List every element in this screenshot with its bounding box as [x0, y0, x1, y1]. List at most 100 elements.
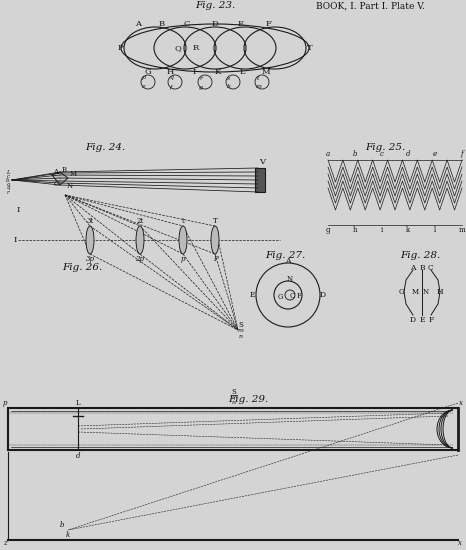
- Text: E: E: [249, 291, 255, 299]
- Text: Fig. 26.: Fig. 26.: [62, 263, 102, 272]
- Text: d: d: [76, 452, 80, 460]
- Text: B: B: [159, 20, 165, 28]
- Text: M: M: [69, 170, 76, 178]
- Text: q: q: [169, 75, 173, 80]
- Text: b: b: [60, 521, 64, 529]
- Text: h: h: [227, 85, 231, 90]
- Text: m: m: [459, 226, 466, 234]
- Ellipse shape: [136, 226, 144, 254]
- Text: L: L: [75, 399, 80, 407]
- Text: A: A: [285, 257, 291, 265]
- Polygon shape: [52, 172, 68, 185]
- Text: a: a: [326, 150, 330, 158]
- Text: Q: Q: [175, 44, 181, 52]
- Text: R: R: [193, 44, 199, 52]
- Text: Fig. 29.: Fig. 29.: [228, 395, 268, 404]
- Text: f: f: [170, 85, 172, 90]
- Text: t: t: [257, 75, 259, 80]
- Text: 3t: 3t: [86, 217, 94, 225]
- Text: B: B: [62, 166, 67, 174]
- Text: H: H: [437, 288, 443, 296]
- Text: q: q: [6, 185, 10, 190]
- Text: c: c: [7, 173, 10, 179]
- Text: C: C: [54, 180, 59, 188]
- Text: b: b: [353, 150, 357, 158]
- Text: G: G: [144, 68, 151, 76]
- Text: G: G: [399, 288, 405, 296]
- Text: N: N: [287, 275, 293, 283]
- Text: Fig. 23.: Fig. 23.: [195, 2, 235, 10]
- Text: E: E: [238, 20, 244, 28]
- Text: d: d: [406, 150, 411, 158]
- Text: B: B: [419, 264, 425, 272]
- Text: 2t: 2t: [137, 217, 144, 225]
- Text: C: C: [289, 292, 295, 300]
- Text: g: g: [199, 85, 203, 90]
- Text: F: F: [428, 316, 434, 324]
- Text: C: C: [184, 20, 190, 28]
- Text: a: a: [7, 182, 10, 186]
- Text: S: S: [239, 321, 243, 329]
- Text: s: s: [227, 75, 231, 80]
- Text: b: b: [6, 178, 10, 183]
- Text: M: M: [411, 288, 418, 296]
- Text: h: h: [353, 226, 357, 234]
- Text: A: A: [54, 168, 59, 176]
- Text: N: N: [423, 288, 429, 296]
- Bar: [255, 168, 265, 192]
- Text: m: m: [255, 85, 261, 90]
- Text: m: m: [231, 394, 237, 399]
- Text: P: P: [117, 44, 123, 52]
- Text: G: G: [277, 293, 283, 301]
- Text: Fig. 28.: Fig. 28.: [400, 250, 440, 260]
- Text: K: K: [215, 68, 221, 76]
- Text: r: r: [199, 75, 203, 80]
- Text: F: F: [297, 292, 302, 300]
- Text: i: i: [380, 226, 383, 234]
- Text: BOOK, I. Part I. Plate V.: BOOK, I. Part I. Plate V.: [315, 2, 425, 10]
- Text: 2p: 2p: [136, 255, 144, 263]
- Text: l: l: [434, 226, 436, 234]
- Text: t: t: [182, 217, 185, 225]
- Text: C: C: [428, 264, 434, 272]
- Text: D: D: [212, 20, 219, 28]
- Text: Fig. 25.: Fig. 25.: [365, 144, 405, 152]
- Text: V: V: [259, 158, 265, 166]
- Ellipse shape: [179, 226, 187, 254]
- Text: I: I: [14, 236, 17, 244]
- Text: Fig. 27.: Fig. 27.: [265, 250, 305, 260]
- Ellipse shape: [211, 226, 219, 254]
- Text: D: D: [320, 291, 326, 299]
- Text: D: D: [410, 316, 416, 324]
- Text: S: S: [232, 388, 236, 396]
- Text: e: e: [433, 150, 437, 158]
- Text: n: n: [232, 399, 236, 404]
- Text: E: E: [419, 316, 425, 324]
- Text: p: p: [3, 399, 7, 407]
- Text: T: T: [212, 217, 217, 225]
- Text: M: M: [262, 68, 270, 76]
- Text: Fig. 24.: Fig. 24.: [85, 144, 125, 152]
- Ellipse shape: [86, 226, 94, 254]
- Text: F: F: [265, 20, 271, 28]
- Text: n: n: [239, 334, 243, 339]
- Text: f: f: [461, 150, 463, 158]
- Text: x: x: [458, 539, 462, 547]
- Text: I: I: [16, 206, 20, 214]
- Text: P: P: [212, 255, 217, 263]
- Text: p: p: [181, 255, 185, 263]
- Text: g: g: [326, 226, 330, 234]
- Text: H: H: [166, 68, 174, 76]
- Text: m: m: [238, 328, 244, 333]
- Text: p: p: [142, 75, 146, 80]
- Text: r: r: [7, 190, 9, 195]
- Text: N: N: [67, 182, 73, 190]
- Text: z: z: [3, 539, 7, 547]
- Text: L: L: [6, 169, 10, 174]
- Text: L: L: [239, 68, 245, 76]
- Text: x: x: [459, 399, 463, 407]
- Text: A: A: [135, 20, 141, 28]
- Text: k: k: [406, 226, 411, 234]
- Text: A: A: [410, 264, 416, 272]
- Text: c: c: [380, 150, 384, 158]
